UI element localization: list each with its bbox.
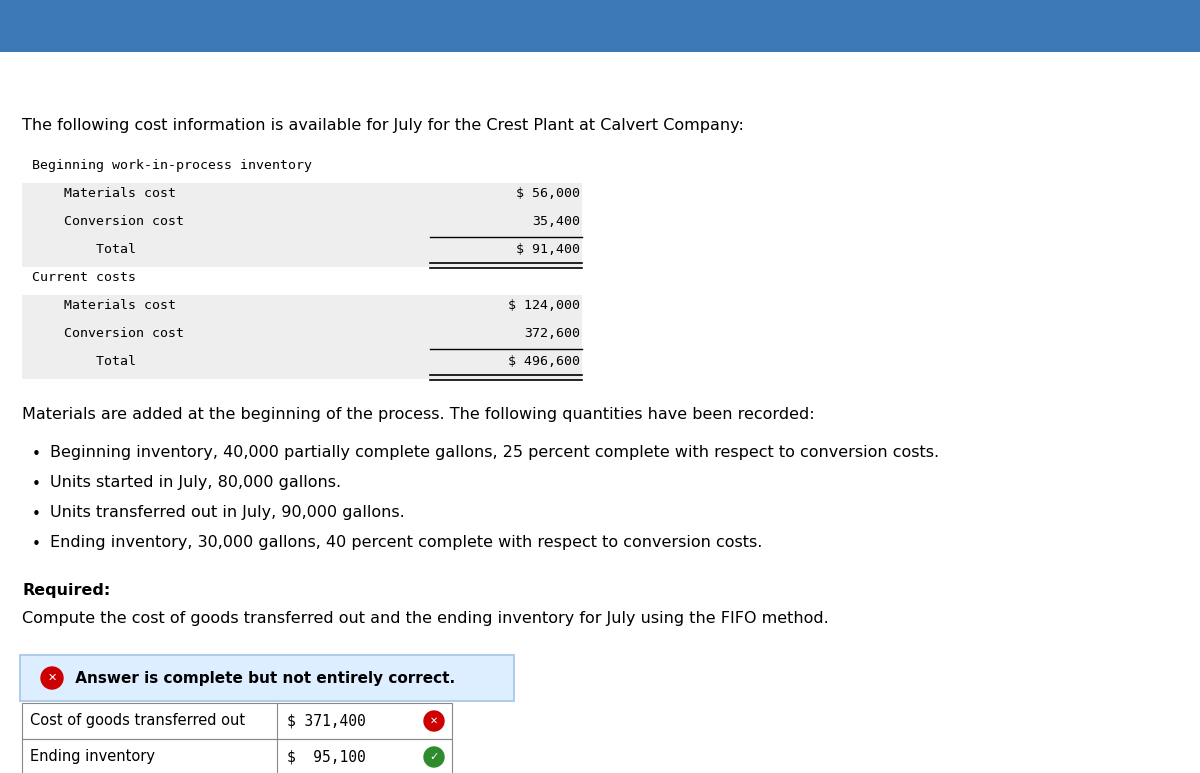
Text: Cost of goods transferred out: Cost of goods transferred out [30,713,245,728]
Text: Total: Total [32,243,136,256]
Circle shape [424,711,444,731]
FancyBboxPatch shape [22,323,582,351]
FancyBboxPatch shape [22,295,582,323]
Text: •: • [32,537,41,552]
Circle shape [424,747,444,767]
Text: •: • [32,477,41,492]
Text: $ 371,400: $ 371,400 [287,713,366,728]
Text: Beginning work-in-process inventory: Beginning work-in-process inventory [32,159,312,172]
FancyBboxPatch shape [22,351,582,379]
FancyBboxPatch shape [22,239,582,267]
Text: 372,600: 372,600 [524,327,580,340]
Circle shape [41,667,64,689]
Text: Beginning inventory, 40,000 partially complete gallons, 25 percent complete with: Beginning inventory, 40,000 partially co… [50,445,940,460]
FancyBboxPatch shape [0,0,1200,52]
Text: ✕: ✕ [430,716,438,726]
Text: Current costs: Current costs [32,271,136,284]
Text: $ 124,000: $ 124,000 [508,299,580,312]
Text: ✕: ✕ [47,673,56,683]
Text: Required:: Required: [22,583,110,598]
Text: $ 91,400: $ 91,400 [516,243,580,256]
Text: •: • [32,447,41,462]
FancyBboxPatch shape [22,703,452,739]
Text: Materials are added at the beginning of the process. The following quantities ha: Materials are added at the beginning of … [22,407,815,422]
Text: Units started in July, 80,000 gallons.: Units started in July, 80,000 gallons. [50,475,341,490]
Text: $  95,100: $ 95,100 [287,750,366,764]
Text: •: • [32,507,41,522]
FancyBboxPatch shape [22,211,582,239]
Text: Conversion cost: Conversion cost [32,327,184,340]
Text: Conversion cost: Conversion cost [32,215,184,228]
Text: The following cost information is available for July for the Crest Plant at Calv: The following cost information is availa… [22,118,744,133]
Text: Ending inventory, 30,000 gallons, 40 percent complete with respect to conversion: Ending inventory, 30,000 gallons, 40 per… [50,535,762,550]
Text: Ending inventory: Ending inventory [30,750,155,764]
FancyBboxPatch shape [22,739,452,773]
Text: Materials cost: Materials cost [32,299,176,312]
Text: Total: Total [32,355,136,368]
Text: $ 496,600: $ 496,600 [508,355,580,368]
Text: Units transferred out in July, 90,000 gallons.: Units transferred out in July, 90,000 ga… [50,505,404,520]
Text: $ 56,000: $ 56,000 [516,187,580,200]
Text: Compute the cost of goods transferred out and the ending inventory for July usin: Compute the cost of goods transferred ou… [22,611,829,626]
Text: Answer is complete but not entirely correct.: Answer is complete but not entirely corr… [70,670,455,686]
FancyBboxPatch shape [20,655,514,701]
FancyBboxPatch shape [22,183,582,211]
Text: ✓: ✓ [430,752,439,762]
Text: 35,400: 35,400 [532,215,580,228]
Text: Materials cost: Materials cost [32,187,176,200]
